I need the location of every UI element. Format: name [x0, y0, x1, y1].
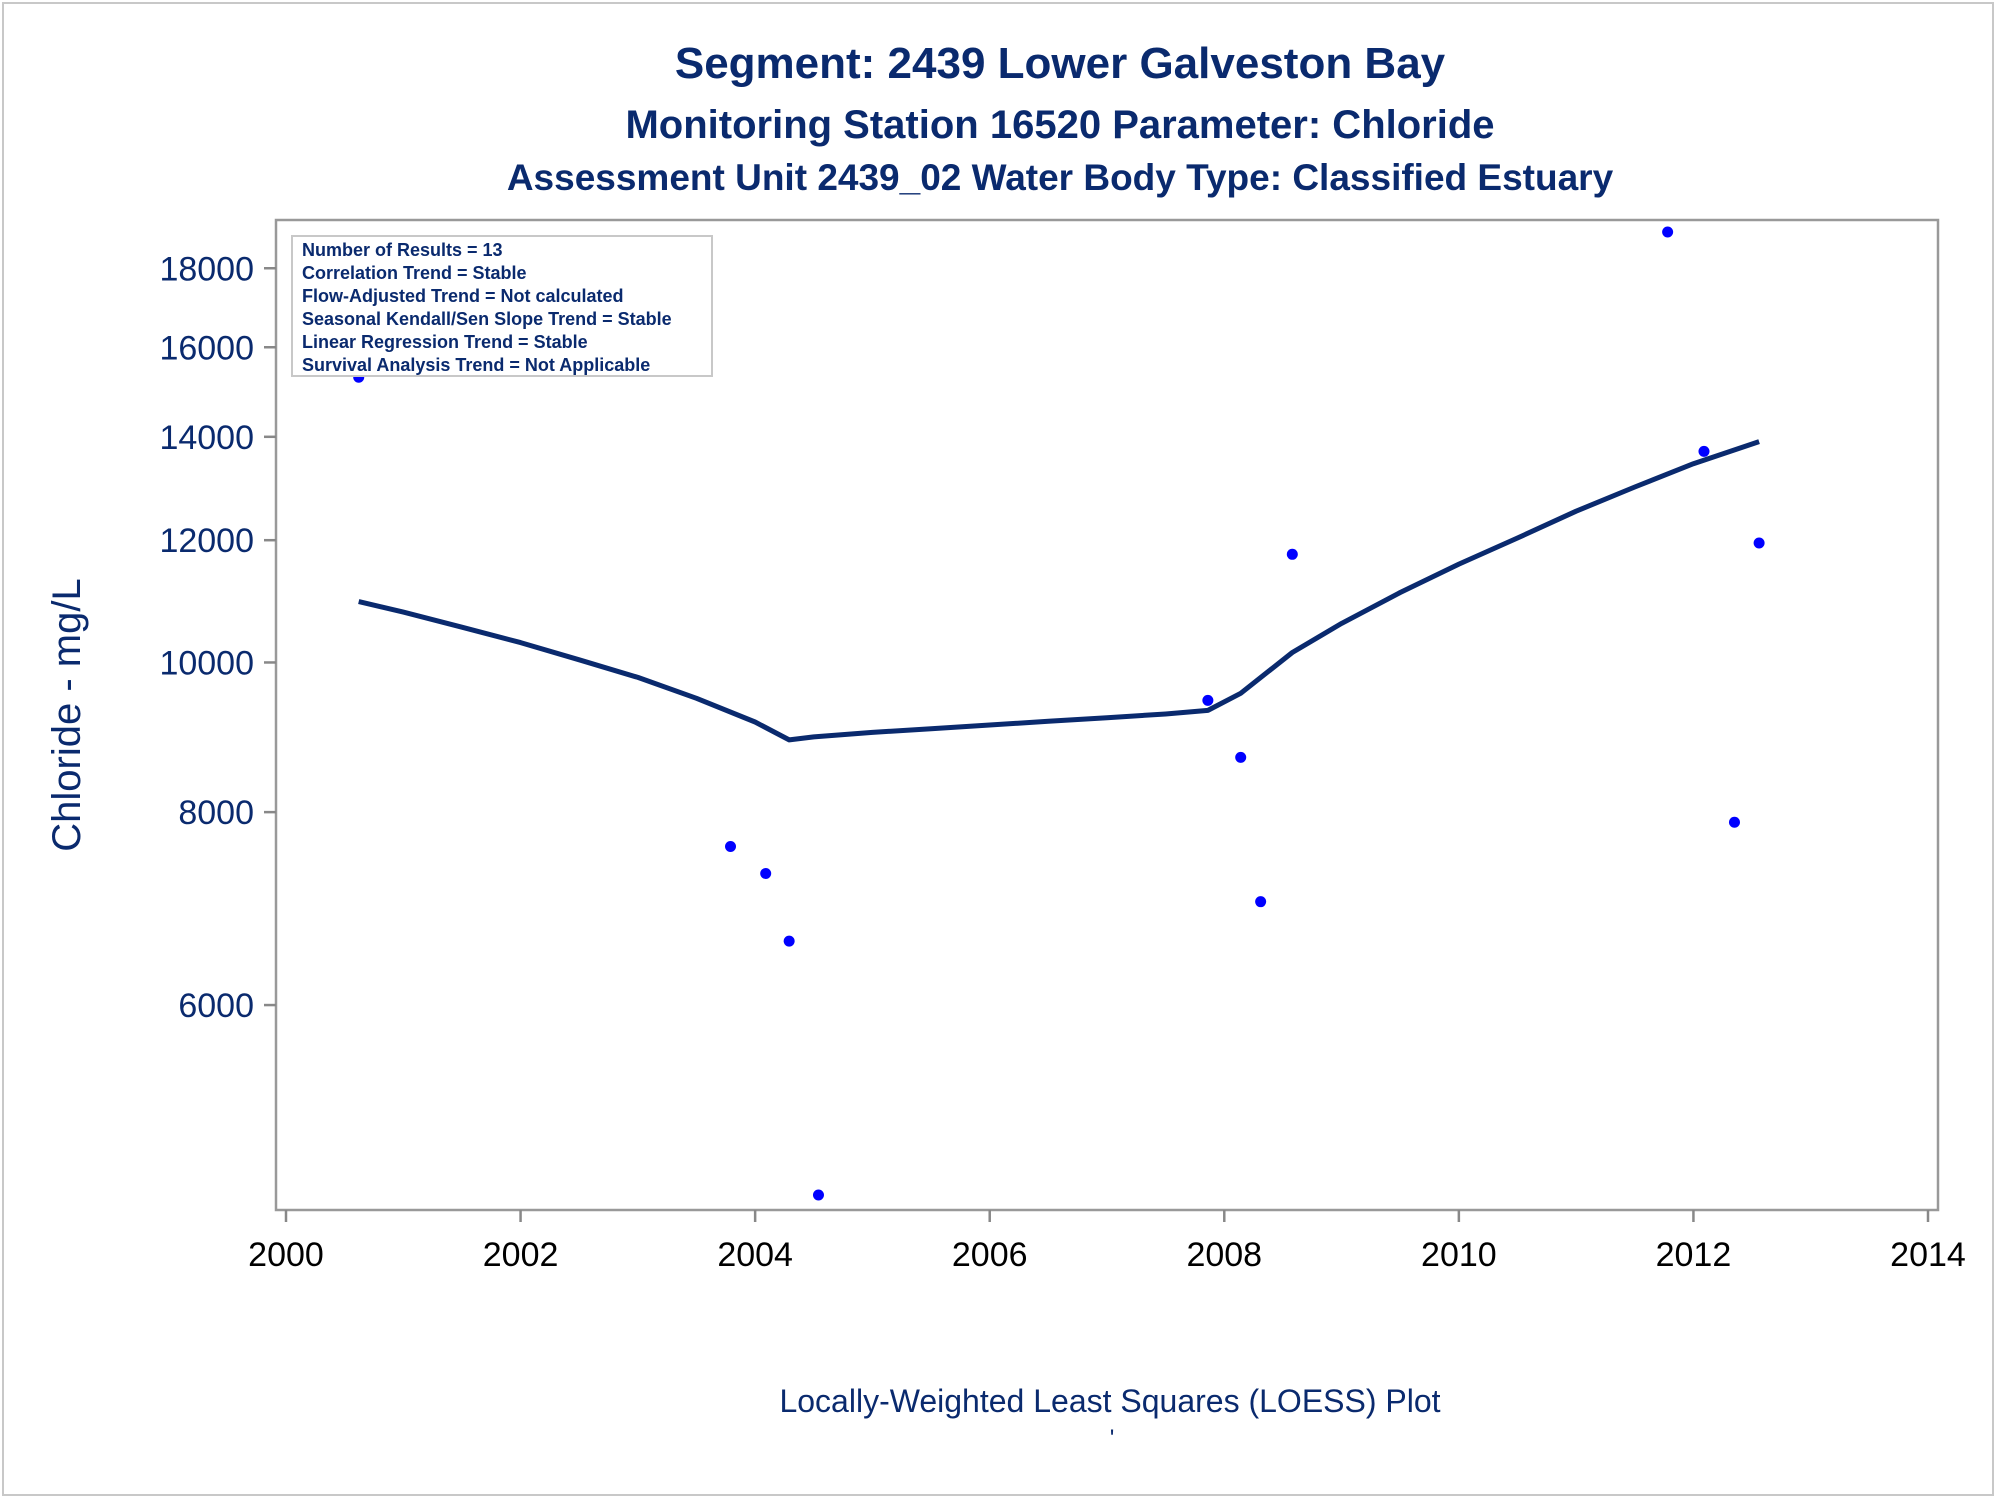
- x-tick-label: 2006: [952, 1236, 1028, 1274]
- data-point: [1286, 548, 1298, 560]
- y-tick-label: 18000: [159, 250, 254, 288]
- info-box: Number of Results = 13 Correlation Trend …: [291, 235, 713, 377]
- y-tick-label: 6000: [178, 987, 254, 1025]
- info-box-line: Linear Regression Trend = Stable: [302, 332, 588, 352]
- info-box-line: Flow-Adjusted Trend = Not calculated: [302, 286, 624, 306]
- data-point: [1255, 896, 1267, 908]
- info-box-line: Survival Analysis Trend = Not Applicable: [302, 355, 650, 375]
- plot-area: [274, 218, 1940, 1212]
- info-box-line: Number of Results = 13: [302, 240, 503, 260]
- data-point: [1202, 694, 1214, 706]
- chart-subtitle-2: Assessment Unit 2439_02 Water Body Type:…: [507, 157, 1614, 198]
- data-point: [812, 1189, 824, 1201]
- y-tick-label: 14000: [159, 419, 254, 457]
- y-axis: 6000 8000 10000 12000 14000 16000 18000: [159, 250, 276, 1025]
- data-point: [1662, 226, 1674, 238]
- y-tick-label: 16000: [159, 329, 254, 367]
- x-tick-label: 2000: [248, 1236, 324, 1274]
- x-tick-label: 2002: [483, 1236, 559, 1274]
- x-tick-label: 2004: [717, 1236, 793, 1274]
- x-tick-label: 2014: [1890, 1236, 1966, 1274]
- y-tick-label: 10000: [159, 644, 254, 682]
- chart-subtitle: Monitoring Station 16520 Parameter: Chlo…: [625, 103, 1494, 147]
- x-tick-label: 2008: [1186, 1236, 1262, 1274]
- data-point: [1235, 751, 1247, 763]
- data-point: [1698, 445, 1710, 457]
- info-box-line: Seasonal Kendall/Sen Slope Trend = Stabl…: [302, 309, 672, 329]
- data-point: [783, 935, 795, 947]
- info-box-line: Correlation Trend = Stable: [302, 263, 527, 283]
- chart-title: Segment: 2439 Lower Galveston Bay: [675, 39, 1446, 88]
- data-point: [760, 868, 772, 880]
- y-axis-label: Chloride - mg/L: [45, 578, 89, 851]
- data-point: [1728, 816, 1740, 828]
- loess-line-layer: [358, 439, 1760, 743]
- chart-footnote-mark: ': [1110, 1425, 1115, 1452]
- data-point-layer: [353, 226, 1765, 1201]
- data-point: [725, 841, 737, 853]
- chart-footnote: Locally-Weighted Least Squares (LOESS) P…: [779, 1383, 1440, 1419]
- x-tick-label: 2010: [1421, 1236, 1497, 1274]
- y-tick-label: 8000: [178, 794, 254, 832]
- y-tick-label: 12000: [159, 522, 254, 560]
- x-tick-label: 2012: [1656, 1236, 1732, 1274]
- x-axis: 2000 2002 2004 2006 2008 2010 2012 2014: [248, 1210, 1966, 1274]
- info-box-border: [291, 235, 713, 377]
- data-point: [1753, 537, 1765, 549]
- loess-trend-line: [358, 439, 1760, 743]
